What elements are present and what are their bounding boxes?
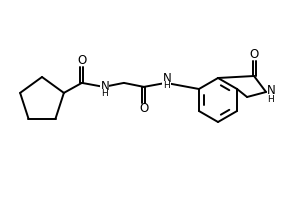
- Text: H: H: [164, 81, 170, 90]
- Text: H: H: [101, 89, 108, 98]
- Text: O: O: [139, 102, 148, 115]
- Text: N: N: [100, 80, 109, 93]
- Text: H: H: [268, 95, 274, 104]
- Text: O: O: [249, 48, 259, 62]
- Text: N: N: [163, 72, 171, 85]
- Text: O: O: [77, 54, 86, 67]
- Text: N: N: [267, 84, 275, 98]
